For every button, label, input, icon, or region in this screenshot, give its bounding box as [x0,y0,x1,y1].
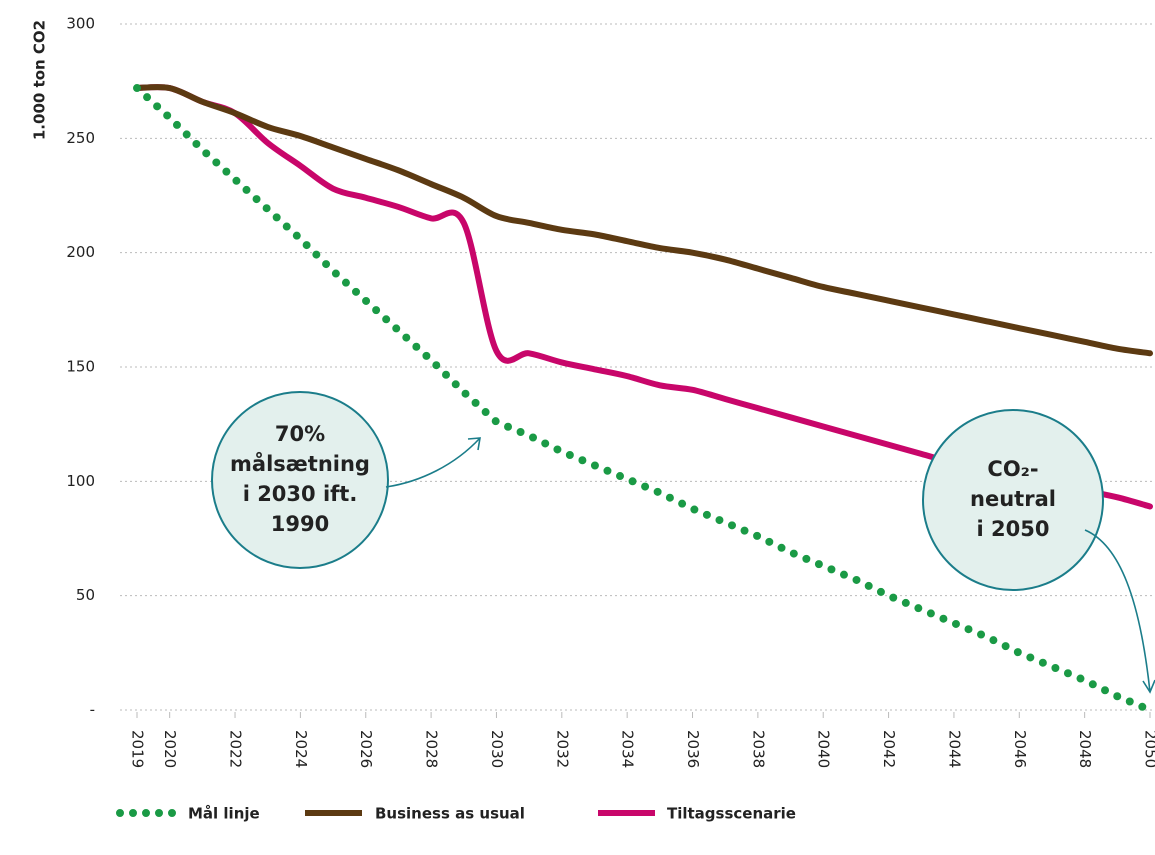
x-tick-label: 2030 [488,730,506,768]
legend-label: Tiltagsscenarie [667,805,796,823]
x-tick-label: 2026 [357,730,375,768]
legend-label: Business as usual [375,805,525,823]
annotation-text: neutral [970,487,1056,511]
annotation-arrow [1085,530,1150,692]
series-line [137,87,1150,353]
annotation-text: 1990 [271,512,329,536]
x-tick-label: 2040 [815,730,833,768]
x-tick-label: 2050 [1142,730,1155,768]
x-tick-label: 2038 [749,730,767,768]
x-tick-label: 2046 [1011,730,1029,768]
y-tick-label: 250 [66,129,95,147]
x-tick-label: 2032 [553,730,571,768]
annotation-text: i 2030 ift. [243,482,358,506]
annotation-arrow [386,438,480,487]
x-tick-label: 2024 [292,730,310,768]
y-tick-label: - [90,701,95,719]
annotation-circle [212,392,388,568]
annotation-text: 70% [275,422,325,446]
annotation-text: CO₂- [987,457,1038,481]
y-axis-label: 1.000 ton CO2 [31,20,49,140]
y-tick-label: 50 [76,586,95,604]
legend-label: Mål linje [188,805,260,823]
x-tick-label: 2022 [227,730,245,768]
x-tick-label: 2034 [619,730,637,768]
x-tick-label: 2044 [945,730,963,768]
x-tick-label: 2019 [129,730,147,768]
y-tick-label: 200 [66,243,95,261]
x-tick-label: 2048 [1076,730,1094,768]
y-tick-label: 100 [66,472,95,490]
x-tick-label: 2020 [161,730,179,768]
y-tick-label: 150 [66,358,95,376]
x-tick-label: 2036 [684,730,702,768]
annotation-text: målsætning [230,451,370,476]
y-tick-label: 300 [66,15,95,33]
annotation-text: i 2050 [977,517,1050,541]
x-tick-label: 2028 [423,730,441,768]
x-tick-label: 2042 [880,730,898,768]
